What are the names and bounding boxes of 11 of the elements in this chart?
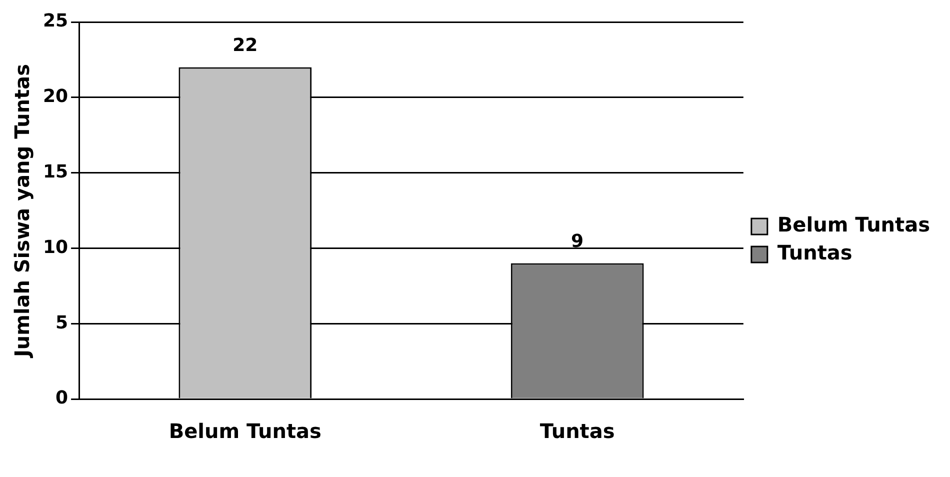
- y-axis-title: Jumlah Siswa yang Tuntas: [10, 64, 34, 360]
- y-tick-label: 25: [42, 10, 68, 32]
- legend-label: Belum Tuntas: [777, 212, 930, 237]
- data-label: 22: [232, 34, 258, 56]
- data-label: 9: [571, 230, 584, 252]
- y-tick-label: 10: [42, 236, 68, 258]
- y-tick-label: 20: [42, 86, 68, 108]
- y-tick-label: 15: [42, 161, 68, 182]
- legend-label: Tuntas: [777, 240, 852, 265]
- y-tick-label: 0: [56, 388, 68, 409]
- y-tick-label: 5: [56, 312, 68, 334]
